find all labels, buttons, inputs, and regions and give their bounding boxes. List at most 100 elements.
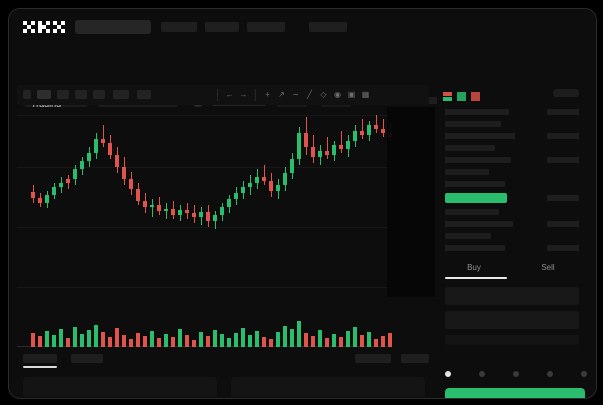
chart-type-button[interactable] [137, 90, 151, 99]
okx-logo[interactable] [23, 20, 65, 34]
pagination-dot[interactable] [513, 371, 519, 377]
volume-bar [346, 331, 350, 347]
nav-item-2[interactable] [205, 22, 239, 32]
orderbook-row[interactable] [445, 181, 505, 187]
candle-body [248, 183, 252, 187]
pagination-dot[interactable] [445, 371, 451, 377]
orderbook-row[interactable] [445, 169, 489, 175]
bottom-tab-right-1[interactable] [355, 354, 391, 363]
bottom-tab-right-2[interactable] [401, 354, 429, 363]
orderbook-row-value [547, 245, 579, 251]
pagination-dot[interactable] [547, 371, 553, 377]
crosshair-icon[interactable]: + [265, 90, 270, 99]
brush-icon[interactable]: ╱ [307, 90, 312, 99]
candle-body [262, 177, 266, 181]
stat-2-sub [321, 103, 351, 108]
timeframe-button-5[interactable] [93, 90, 105, 99]
orderbook-row-value [547, 133, 579, 139]
text-icon[interactable]: ◇ [320, 90, 327, 99]
orderbook-row[interactable] [445, 221, 513, 227]
timeframe-button-2[interactable] [37, 90, 51, 99]
book-all-icon[interactable] [443, 89, 452, 101]
indicator-button[interactable] [113, 90, 129, 99]
candle-body [178, 210, 182, 215]
trendline-icon[interactable]: ↗ [278, 90, 285, 99]
toolbar-divider-1 [217, 89, 218, 101]
candle-body [241, 187, 245, 193]
gridline-2 [17, 167, 429, 168]
gridline-3 [17, 227, 429, 228]
orderbook-row[interactable] [445, 145, 495, 151]
volume-bar [59, 329, 63, 347]
bottom-tab-1-underline [23, 366, 57, 368]
bottom-card-1[interactable] [23, 377, 217, 397]
submit-order-button[interactable] [445, 388, 585, 398]
volume-bar [248, 335, 252, 347]
candle-body [192, 213, 196, 217]
pagination-dot[interactable] [581, 371, 587, 377]
bottom-card-2[interactable] [231, 377, 425, 397]
tab-sell[interactable]: Sell [541, 263, 555, 272]
candle-wick [340, 131, 342, 153]
wave-icon[interactable]: ∼ [292, 90, 299, 99]
orderbook-row[interactable] [445, 157, 511, 163]
orderbook-depth-select[interactable] [553, 89, 579, 97]
undo-icon[interactable]: ← [225, 90, 234, 99]
orderbook-row-value [547, 109, 579, 115]
candle-body [339, 145, 343, 149]
volume-bar [87, 330, 91, 347]
volume-bar [367, 332, 371, 347]
pagination-dot[interactable] [479, 371, 485, 377]
candle-body [87, 153, 91, 161]
lock-icon[interactable]: ▣ [347, 90, 356, 99]
volume-bar [227, 338, 231, 347]
orderbook-spread-value [547, 195, 579, 201]
orderbook-spread-highlight [445, 193, 507, 203]
timeframe-button-3[interactable] [57, 90, 69, 99]
nav-item-1[interactable] [161, 22, 197, 32]
candle-body [66, 179, 70, 183]
amount-field[interactable] [445, 311, 579, 329]
gridline-1 [17, 115, 429, 116]
trash-icon[interactable]: ▦ [361, 90, 370, 99]
book-asks-icon[interactable] [471, 89, 480, 101]
volume-bar [136, 333, 140, 347]
eye-icon[interactable]: ◉ [334, 90, 341, 99]
orderbook-row[interactable] [445, 133, 515, 139]
candle-body [80, 161, 84, 169]
redo-icon[interactable]: → [239, 90, 248, 99]
volume-bar [269, 339, 273, 347]
price-field[interactable] [445, 287, 579, 305]
orderbook-row[interactable] [445, 109, 509, 115]
search-input[interactable] [75, 20, 151, 34]
price-chart[interactable] [17, 107, 429, 347]
orderbook-row[interactable] [445, 233, 491, 239]
candle-body [38, 198, 42, 203]
timeframe-button-1[interactable] [23, 90, 31, 99]
volume-bar [115, 328, 119, 347]
tab-buy[interactable]: Buy [467, 263, 481, 272]
candle-body [122, 167, 126, 179]
timeframe-button-4[interactable] [75, 90, 87, 99]
candle-body [199, 212, 203, 217]
bottom-tab-1[interactable] [23, 354, 57, 363]
nav-item-3[interactable] [247, 22, 285, 32]
orderbook-row[interactable] [445, 121, 501, 127]
volume-bar [52, 335, 56, 347]
orderbook-row[interactable] [445, 209, 499, 215]
bottom-tab-2[interactable] [71, 354, 103, 363]
volume-bar [353, 327, 357, 347]
nav-item-4[interactable] [309, 22, 347, 32]
candle-body [108, 143, 112, 155]
slider-track[interactable] [445, 335, 579, 345]
candle-body [367, 125, 371, 135]
candle-body [290, 159, 294, 173]
book-bids-icon[interactable] [457, 89, 466, 101]
volume-bar [129, 339, 133, 347]
orderbook-row[interactable] [445, 245, 505, 251]
volume-bar [283, 326, 287, 347]
volume-bar [297, 321, 301, 347]
candle-body [52, 187, 56, 195]
volume-bar [178, 329, 182, 347]
candle-body [269, 181, 273, 191]
